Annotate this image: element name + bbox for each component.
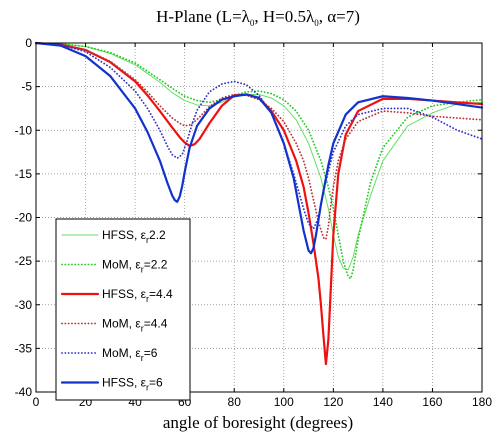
grid (36, 43, 482, 392)
legend-label: MoM, εr=6 (102, 346, 158, 363)
legend-label-subscript: r (141, 324, 144, 334)
y-tick-label: -40 (15, 385, 33, 399)
legend-label-part: =6 (144, 346, 158, 360)
legend-label: MoM, εr=4.4 (102, 317, 168, 334)
chart-title-part: , α=7) (319, 7, 360, 26)
legend-label: MoM, εr=2.2 (102, 258, 168, 275)
y-tick-label: -10 (15, 123, 33, 137)
x-tick-label: 120 (323, 395, 343, 409)
series-line-6 (34, 41, 484, 255)
series-line-1 (35, 42, 483, 271)
legend-label-part: =6 (149, 376, 163, 390)
y-tick-label: -15 (15, 167, 33, 181)
series-line-2 (35, 42, 483, 280)
y-tick-label: 0 (25, 36, 32, 50)
legend-label-part: =2.2 (144, 258, 168, 272)
y-tick-label: -35 (15, 341, 33, 355)
legend-label-subscript: r (141, 265, 144, 275)
plot-series (34, 41, 484, 366)
chart-title-part: , H=0.5λ (254, 7, 315, 26)
y-tick-label: -25 (15, 254, 33, 268)
series-line-5 (35, 42, 483, 230)
legend-label: HFSS, εr=4.4 (102, 287, 173, 304)
chart-title: H-Plane (L=λ0, H=0.5λ0, α=7) (156, 7, 360, 28)
x-tick-label: 80 (228, 395, 242, 409)
legend-label-part: HFSS, ε (102, 228, 147, 242)
x-tick-label: 180 (472, 395, 492, 409)
chart-title-subscript: 0 (314, 18, 319, 28)
legend-label: HFSS, εr=6 (102, 376, 163, 393)
y-tick-label: -5 (21, 80, 32, 94)
legend-label-subscript: r (146, 294, 149, 304)
legend-label-part: =4.4 (149, 287, 173, 301)
x-axis-label: angle of boresight (degrees) (163, 413, 353, 432)
x-tick-label: 160 (422, 395, 442, 409)
legend-label-part: 2.2 (149, 228, 166, 242)
y-tick-label: -30 (15, 298, 33, 312)
y-tick-label: -20 (15, 211, 33, 225)
x-tick-label: 0 (33, 395, 40, 409)
legend-label-subscript: r (146, 235, 149, 245)
legend-label-part: HFSS, ε (102, 287, 147, 301)
chart-title-part: H-Plane (L=λ (156, 7, 251, 26)
chart-title-subscript: 0 (250, 18, 255, 28)
x-tick-label: 140 (373, 395, 393, 409)
legend-label-subscript: r (146, 383, 149, 393)
legend-label-subscript: r (141, 353, 144, 363)
legend-label: HFSS, εr2.2 (102, 228, 166, 245)
legend-label-part: MoM, ε (102, 258, 141, 272)
legend-label-part: MoM, ε (102, 317, 141, 331)
legend-label-part: HFSS, ε (102, 376, 147, 390)
x-tick-label: 100 (274, 395, 294, 409)
axis-ticks: 0 20 40 60 80 100 120 140 160 1800-5-10-15-20-25-… (15, 36, 493, 409)
legend-label-part: MoM, ε (102, 346, 141, 360)
series-line-4 (35, 42, 483, 241)
legend-label-part: =4.4 (144, 317, 168, 331)
legend-box (55, 218, 191, 401)
